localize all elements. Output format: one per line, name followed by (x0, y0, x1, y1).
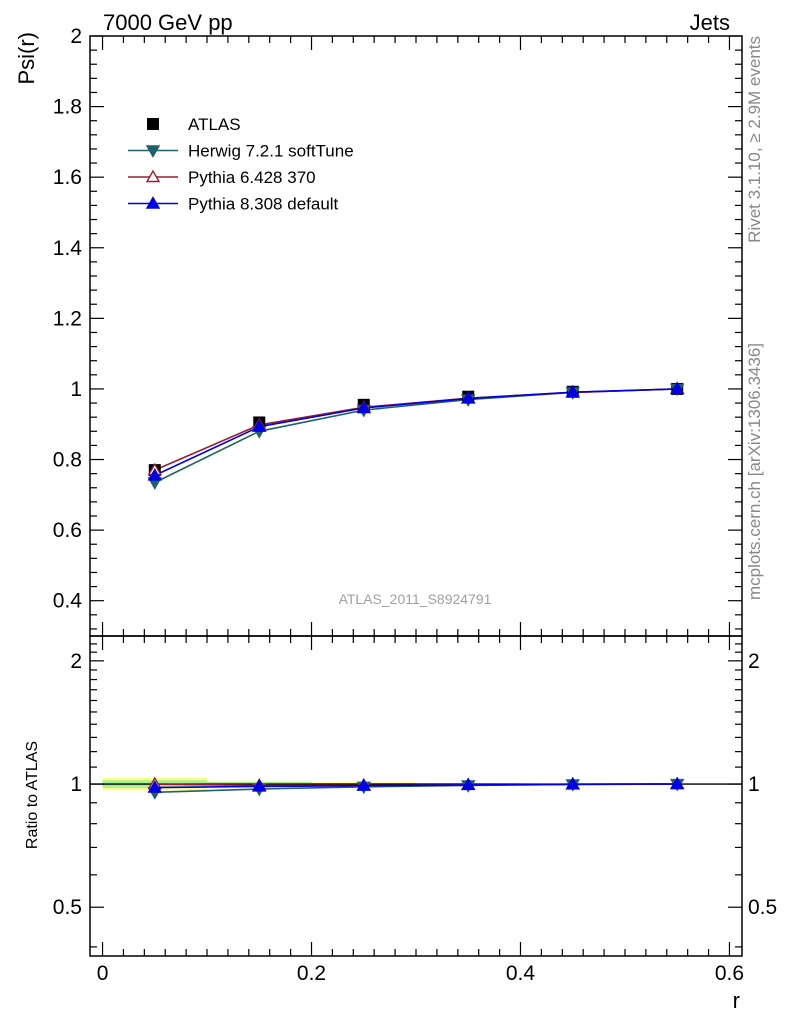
legend-marker (147, 118, 159, 130)
ratio-tick-label-right: 1 (748, 773, 760, 796)
ratio-tick-label: 2 (70, 650, 82, 673)
ratio-tick-label-right: 0.5 (748, 896, 777, 919)
x-tick-label: 0.6 (715, 962, 744, 985)
ratio-series-point (565, 776, 580, 790)
y-tick-label: 2 (70, 25, 82, 48)
x-tick-label: 0 (97, 962, 109, 985)
legend-marker (145, 145, 161, 158)
ratio-series-point (356, 778, 371, 791)
header-process-label: Jets (690, 10, 730, 35)
y-tick-label: 0.8 (53, 449, 82, 472)
legend-label: Pythia 6.428 370 (188, 168, 316, 187)
y-axis-label: Psi(r) (14, 32, 39, 85)
legend-label: Herwig 7.2.1 softTune (188, 142, 354, 161)
ratio-tick-label-right: 2 (748, 650, 760, 673)
y-tick-label: 1.6 (53, 166, 82, 189)
y-tick-label: 0.6 (53, 519, 82, 542)
legend-marker (145, 169, 161, 183)
legend-marker (145, 196, 161, 209)
y-tick-label: 1 (70, 378, 82, 401)
analysis-watermark: ATLAS_2011_S8924791 (339, 591, 492, 607)
series-point (461, 391, 476, 404)
y-tick-label: 1.2 (53, 307, 82, 330)
ratio-series-point (461, 777, 476, 791)
ratio-tick-label: 1 (70, 773, 82, 796)
ratio-tick-label: 0.5 (53, 896, 82, 919)
header-energy-label: 7000 GeV pp (103, 10, 233, 35)
series-point (252, 419, 267, 432)
rivet-version-label: Rivet 3.1.10, ≥ 2.9M events (745, 36, 764, 243)
x-tick-label: 0.2 (297, 962, 326, 985)
y-tick-label: 1.8 (53, 96, 82, 119)
mcplots-label: mcplots.cern.ch [arXiv:1306.3436] (745, 343, 764, 600)
ratio-series-point (147, 780, 162, 793)
series-line (154, 388, 678, 477)
ratio-series-line (154, 783, 678, 789)
legend-label: Pythia 8.308 default (188, 195, 339, 214)
ratio-y-axis-label: Ratio to ATLAS (24, 741, 41, 849)
ratio-plot-frame (89, 635, 743, 957)
ratio-series-point (252, 778, 267, 792)
series-point (147, 468, 162, 481)
y-tick-label: 0.4 (53, 590, 83, 613)
y-tick-label: 1.4 (53, 237, 83, 260)
series-point (356, 400, 371, 414)
series-point (670, 381, 685, 395)
x-tick-label: 0.4 (506, 962, 536, 985)
ratio-series-point (670, 776, 685, 790)
legend-label: ATLAS (188, 115, 241, 134)
series-point (565, 384, 580, 398)
x-axis-label: r (733, 988, 740, 1013)
series-line (154, 388, 678, 471)
